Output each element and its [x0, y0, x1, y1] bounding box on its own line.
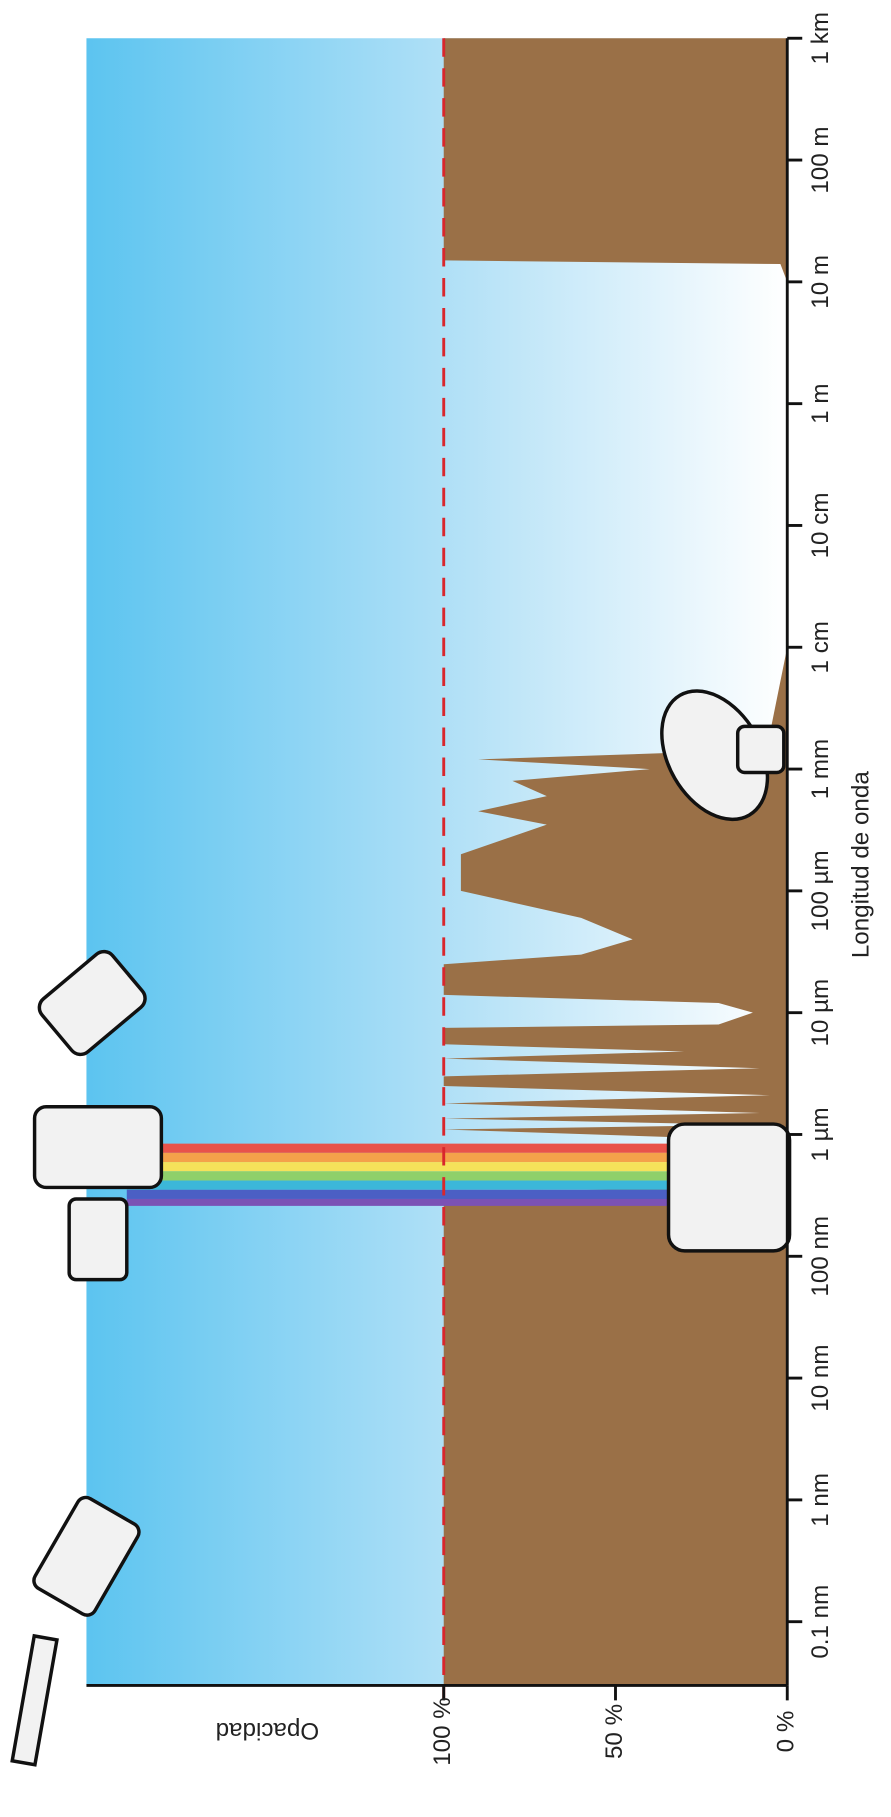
x-tick-label: 100 µm [807, 850, 834, 931]
x-tick-label: 1 mm [807, 739, 834, 799]
x-axis-title: Longitud de onda [848, 771, 875, 959]
x-tick-label: 1 m [807, 383, 834, 423]
x-tick-label: 0.1 nm [807, 1585, 834, 1659]
x-tick-label: 10 m [807, 255, 834, 309]
x-tick-label: 10 cm [807, 493, 834, 559]
y-tick-label: 0 % [773, 1711, 800, 1753]
telescope-icons [10, 689, 792, 1767]
x-tick-label: 10 nm [807, 1344, 834, 1411]
y-tick-label: 100 % [429, 1697, 456, 1766]
x-tick-label: 100 m [807, 126, 834, 193]
x-tick-label: 1 nm [807, 1473, 834, 1527]
opacity-area [443, 38, 788, 1686]
y-axis-title: Opacidad [216, 1717, 320, 1744]
x-tick-label: 100 nm [807, 1216, 834, 1297]
x-tick-label: 10 µm [807, 979, 834, 1047]
x-tick-label: 1 µm [807, 1107, 834, 1161]
y-tick-label: 50 % [601, 1704, 628, 1759]
x-tick-label: 1 cm [807, 621, 834, 673]
rainbow [126, 1143, 681, 1206]
x-tick-label: 1 km [807, 12, 834, 64]
